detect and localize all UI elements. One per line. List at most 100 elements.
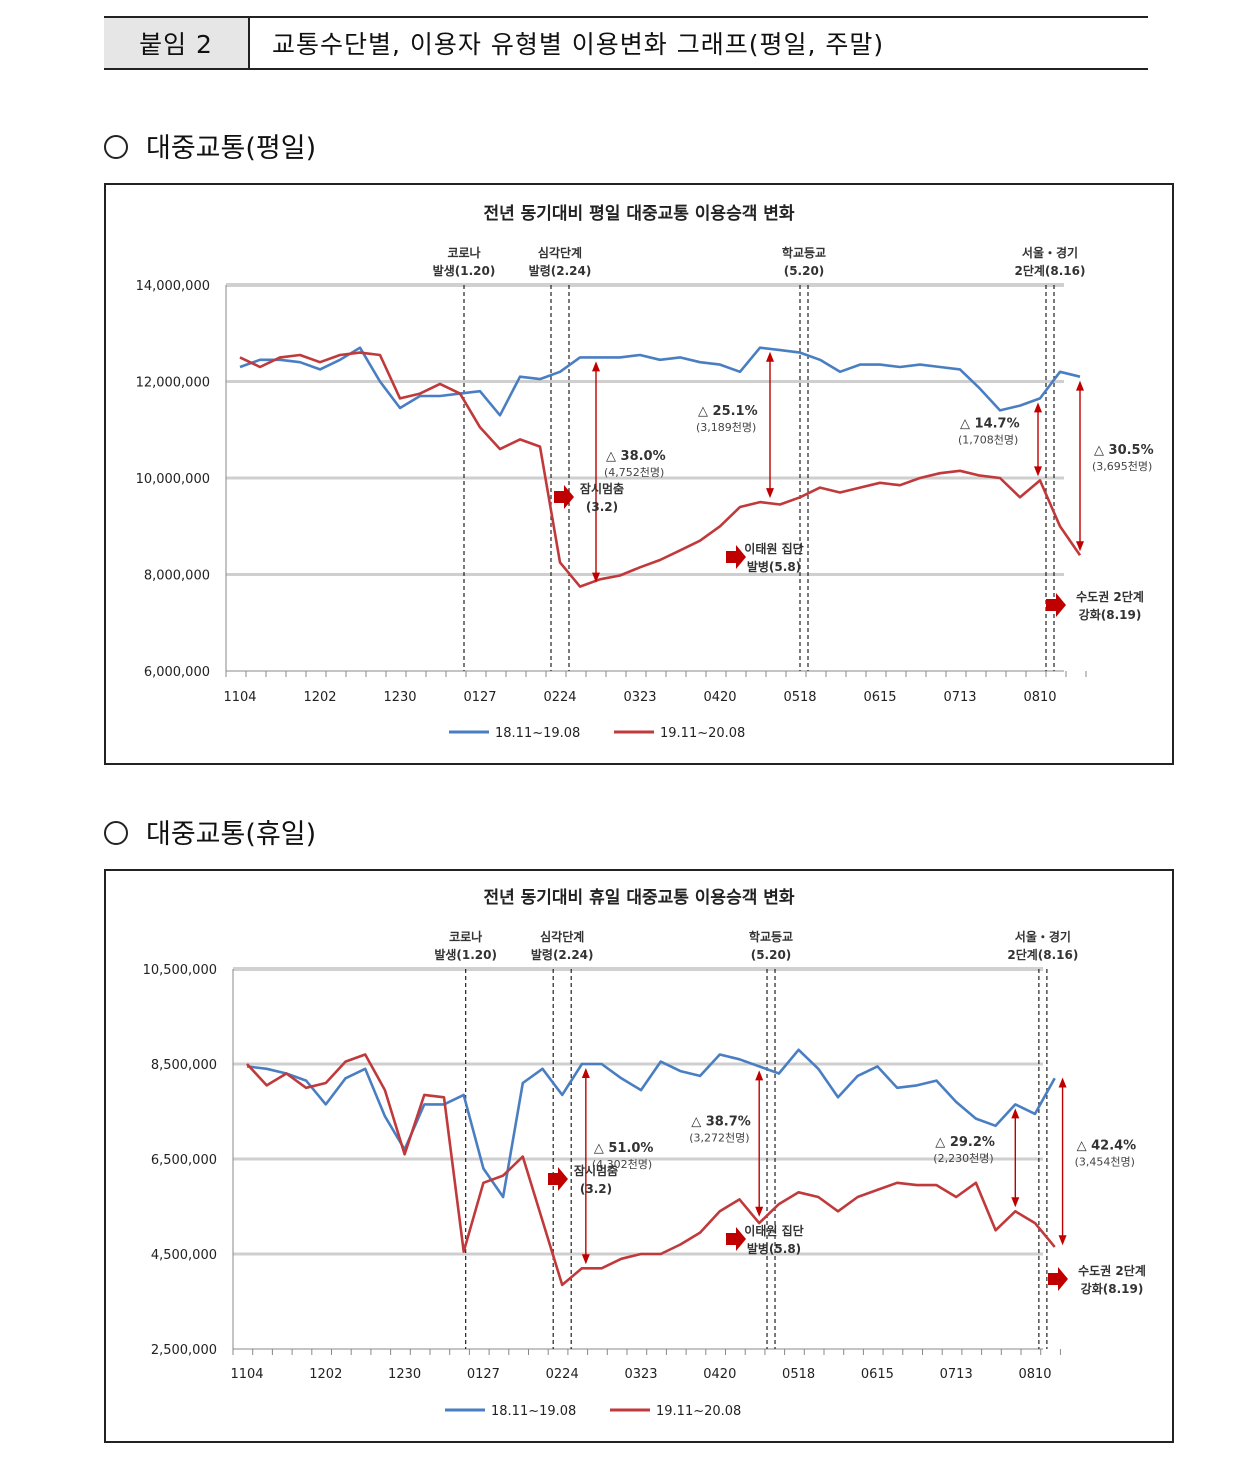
- event-label: 서울・경기: [1022, 245, 1078, 260]
- y-tick-label: 6,500,000: [151, 1153, 217, 1168]
- gap-percent-label: △ 51.0%: [594, 1141, 654, 1156]
- gap-absolute-label: (2,230천명): [933, 1151, 993, 1165]
- gap-absolute-label: (4,302천명): [592, 1157, 652, 1171]
- arrow-down-icon: [1011, 1197, 1020, 1208]
- section-weekday: 대중교통(평일): [104, 126, 316, 165]
- y-tick-label: 8,500,000: [151, 1058, 217, 1073]
- callout-label: 이태원 집단: [744, 541, 803, 556]
- x-tick-label: 1104: [223, 690, 256, 705]
- gap-absolute-label: (3,189천명): [696, 420, 756, 434]
- gap-percent-label: △ 42.4%: [1077, 1138, 1137, 1153]
- section-holiday: 대중교통(휴일): [104, 812, 316, 851]
- event-label: 2단계(8.16): [1014, 263, 1085, 278]
- legend-label: 19.11~20.08: [660, 726, 745, 741]
- x-tick-label: 0810: [1018, 1367, 1051, 1382]
- x-tick-label: 0615: [863, 690, 896, 705]
- callout-label: 강화(8.19): [1079, 607, 1142, 622]
- gap-percent-label: △ 14.7%: [960, 416, 1020, 431]
- y-tick-label: 6,000,000: [144, 665, 210, 680]
- chart-weekday-frame: 전년 동기대비 평일 대중교통 이용승객 변화 6,000,000 8,000,00…: [104, 183, 1174, 765]
- x-tick-label: 1104: [230, 1367, 263, 1382]
- callout-label: 잠시멈춤: [574, 1163, 618, 1178]
- event-label: 코로나: [449, 929, 482, 944]
- attachment-header: 붙임 2 교통수단별, 이용자 유형별 이용변화 그래프(평일, 주말): [104, 16, 1148, 70]
- x-tick-label: 0518: [783, 690, 816, 705]
- circle-bullet-icon: [104, 821, 128, 845]
- chart-weekday: 전년 동기대비 평일 대중교통 이용승객 변화 6,000,000 8,000,00…: [136, 204, 1154, 741]
- block-arrow-icon: [548, 1167, 568, 1191]
- arrow-up-icon: [1011, 1108, 1020, 1119]
- callout-label: 수도권 2단계: [1076, 589, 1144, 604]
- block-arrow-icon: [1048, 1267, 1068, 1291]
- x-tick-label: 0810: [1023, 690, 1056, 705]
- y-tick-label: 2,500,000: [151, 1343, 217, 1358]
- event-label: 심각단계: [538, 245, 582, 260]
- arrow-up-icon: [766, 351, 774, 362]
- x-tick-label: 1230: [388, 1367, 421, 1382]
- y-tick-label: 10,500,000: [143, 963, 217, 978]
- gap-absolute-label: (1,708천명): [958, 432, 1018, 446]
- y-tick-label: 14,000,000: [136, 279, 210, 294]
- legend-label: 18.11~19.08: [495, 726, 580, 741]
- block-arrow-icon: [726, 545, 746, 569]
- section-label: 대중교통(평일): [146, 133, 317, 164]
- event-label: 코로나: [447, 245, 480, 260]
- callout-label: (3.2): [580, 1182, 612, 1196]
- x-tick-label: 0713: [943, 690, 976, 705]
- chart-title: 전년 동기대비 휴일 대중교통 이용승객 변화: [483, 887, 794, 908]
- gap-percent-label: △ 30.5%: [1094, 443, 1154, 458]
- event-label: 발생(1.20): [433, 263, 496, 278]
- arrow-up-icon: [1076, 380, 1084, 391]
- event-label: 발생(1.20): [434, 947, 497, 962]
- x-tick-label: 0420: [703, 1367, 736, 1382]
- event-label: 학교등교: [749, 929, 793, 944]
- x-tick-label: 0127: [463, 690, 496, 705]
- series-line-1: [246, 1048, 1056, 1199]
- arrow-up-icon: [1034, 402, 1042, 413]
- attachment-tag: 붙임 2: [104, 18, 250, 68]
- gap-percent-label: △ 38.0%: [606, 449, 666, 464]
- x-tick-label: 0323: [623, 690, 656, 705]
- arrow-up-icon: [592, 361, 600, 372]
- gap-percent-label: △ 29.2%: [935, 1135, 995, 1150]
- arrow-down-icon: [1076, 541, 1084, 552]
- arrow-up-icon: [581, 1068, 590, 1078]
- callout-label: 수도권 2단계: [1078, 1263, 1146, 1278]
- event-label: 2단계(8.16): [1007, 947, 1078, 962]
- event-label: 심각단계: [540, 929, 584, 944]
- arrow-down-icon: [581, 1254, 590, 1265]
- gap-absolute-label: (4,752천명): [604, 465, 664, 479]
- x-tick-label: 0323: [624, 1367, 657, 1382]
- callout-label: 발병(5.8): [747, 559, 801, 574]
- attachment-title: 교통수단별, 이용자 유형별 이용변화 그래프(평일, 주말): [272, 30, 885, 59]
- series-line-2: [239, 351, 1082, 588]
- y-tick-label: 12,000,000: [136, 376, 210, 391]
- callout-label: 발병(5.8): [747, 1241, 801, 1256]
- callout-label: 강화(8.19): [1081, 1281, 1144, 1296]
- arrow-up-icon: [1058, 1077, 1067, 1088]
- event-label: 서울・경기: [1015, 929, 1071, 944]
- event-label: (5.20): [751, 948, 792, 962]
- x-tick-label: 1202: [309, 1367, 342, 1382]
- arrow-up-icon: [755, 1070, 764, 1081]
- block-arrow-icon: [1046, 593, 1066, 617]
- gap-percent-label: △ 25.1%: [698, 404, 758, 419]
- block-arrow-icon: [726, 1227, 746, 1251]
- arrow-down-icon: [755, 1206, 764, 1217]
- circle-bullet-icon: [104, 135, 128, 159]
- chart-title: 전년 동기대비 평일 대중교통 이용승객 변화: [483, 204, 794, 224]
- y-tick-label: 4,500,000: [151, 1248, 217, 1263]
- chart-holiday-frame: 전년 동기대비 휴일 대중교통 이용승객 변화 2,500,000 4,500,00…: [104, 869, 1174, 1443]
- x-tick-label: 0518: [782, 1367, 815, 1382]
- event-label: 학교등교: [782, 245, 826, 260]
- x-tick-label: 1230: [383, 690, 416, 705]
- gap-percent-label: △ 38.7%: [691, 1115, 751, 1130]
- event-label: 발령(2.24): [531, 947, 594, 962]
- x-tick-label: 1202: [303, 690, 336, 705]
- arrow-down-icon: [766, 488, 774, 499]
- legend-label: 19.11~20.08: [656, 1404, 741, 1419]
- callout-label: 잠시멈춤: [580, 481, 624, 496]
- event-label: 발령(2.24): [529, 263, 592, 278]
- series-line-1: [239, 346, 1081, 417]
- chart-holiday: 전년 동기대비 휴일 대중교통 이용승객 변화 2,500,000 4,500,00…: [143, 887, 1146, 1419]
